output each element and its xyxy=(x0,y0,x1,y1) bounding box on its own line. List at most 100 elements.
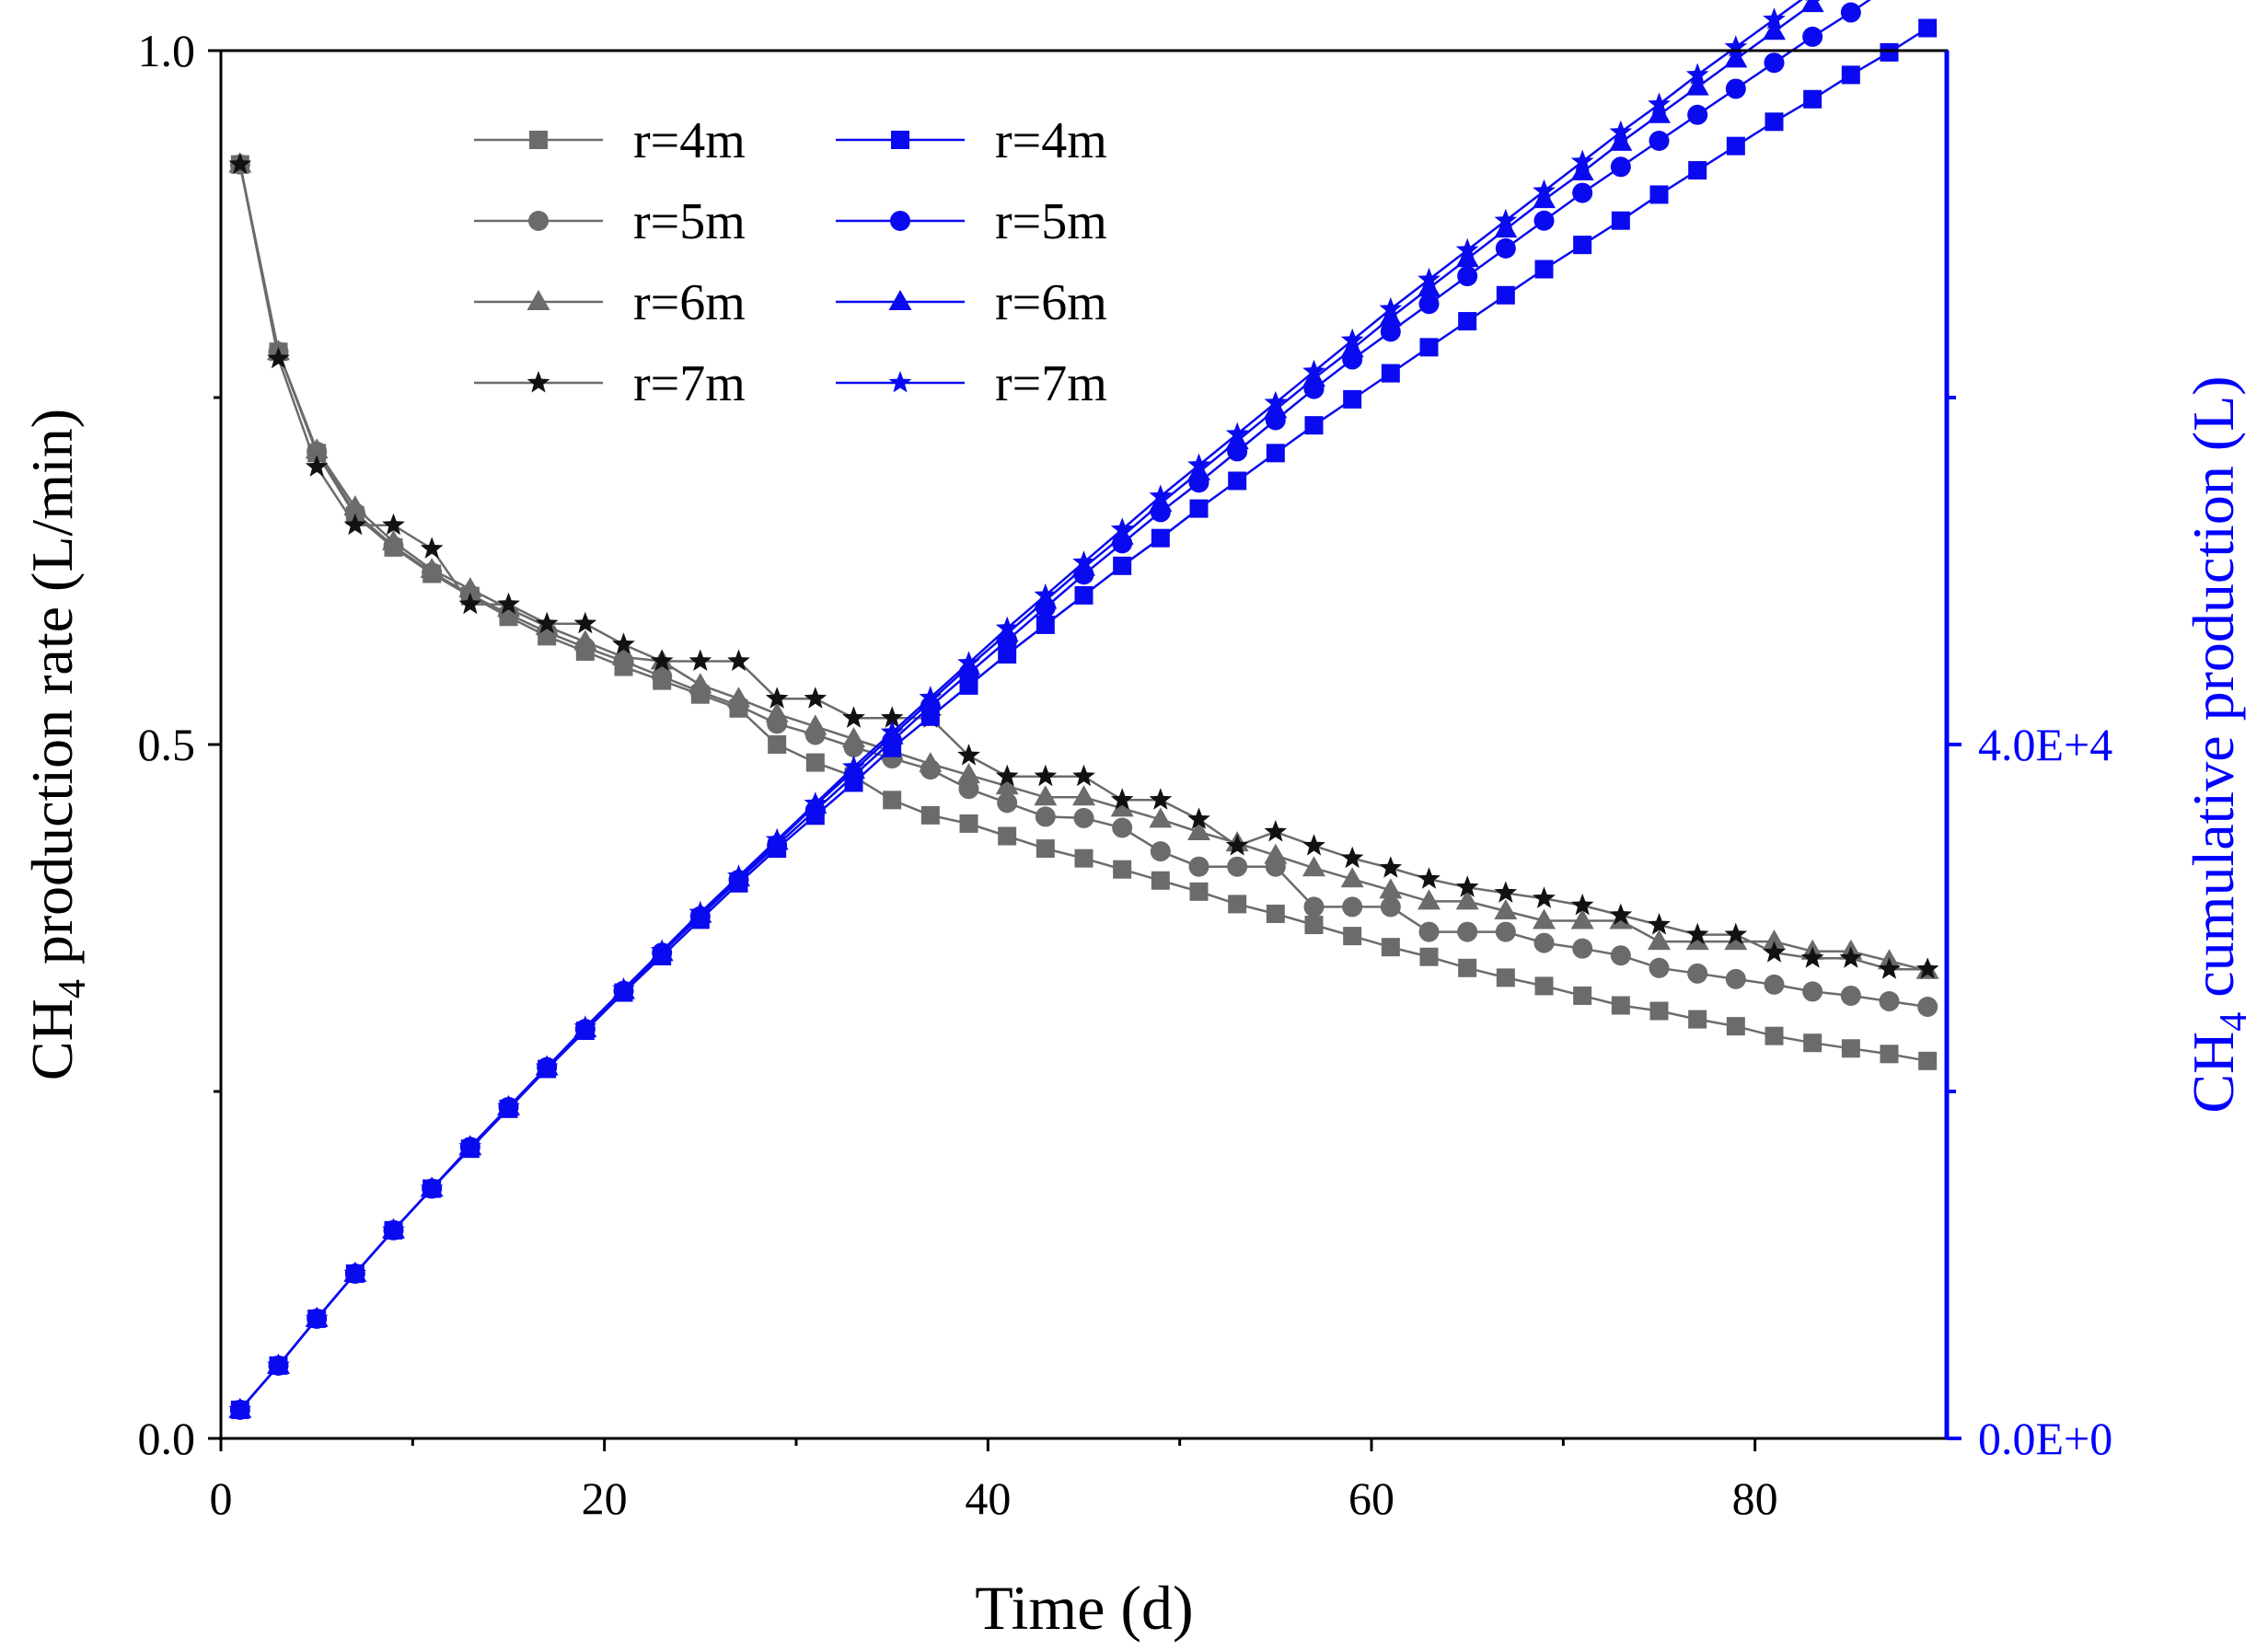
legend-label: r=7m xyxy=(633,355,746,412)
legend-marker xyxy=(888,290,912,310)
cumulative-point xyxy=(1649,131,1670,152)
rate-point xyxy=(1496,968,1515,987)
cumulative-point xyxy=(343,1261,367,1284)
rate-point xyxy=(1455,875,1479,897)
rate-point xyxy=(957,744,980,766)
rate-point xyxy=(1458,958,1477,977)
rate-point xyxy=(1839,946,1863,968)
rate-point xyxy=(420,557,444,578)
cumulative-point xyxy=(1228,471,1247,491)
rate-point xyxy=(1419,947,1439,966)
cumulative-point xyxy=(1419,338,1439,357)
rate-point xyxy=(1418,867,1441,889)
rate-point xyxy=(497,592,520,615)
rate-point xyxy=(652,666,673,687)
cumulative-point xyxy=(1533,179,1556,202)
cumulative-point xyxy=(1418,294,1440,315)
cumulative-point xyxy=(1763,19,1786,40)
rate-point xyxy=(957,763,980,784)
rate-point xyxy=(1609,903,1633,925)
cumulative-point xyxy=(1340,337,1364,358)
y-right-label-rest: cumulative production (L) xyxy=(2181,375,2246,1011)
rate-point xyxy=(1150,841,1171,862)
rate-point xyxy=(1418,889,1441,910)
cumulative-point xyxy=(1494,208,1518,231)
rate-point xyxy=(1726,1017,1745,1036)
rate-point xyxy=(1533,908,1556,929)
rate-point xyxy=(1725,968,1746,989)
rate-point xyxy=(1800,946,1824,968)
rate-point xyxy=(920,805,940,825)
rate-point xyxy=(1073,807,1094,828)
y-left-tick-label: 0.0 xyxy=(138,1413,196,1464)
y-right-tick-label: 4.0E+4 xyxy=(1978,719,2112,770)
cumulative-point xyxy=(1648,102,1671,123)
rate-point xyxy=(1228,895,1247,914)
rate-point xyxy=(382,513,405,536)
legend: r=4m r=5m r=6m r=7m r=4m r=5m r=6m r=7m xyxy=(474,112,1107,412)
rate-point xyxy=(228,152,252,175)
rate-point xyxy=(1494,881,1518,903)
cumulative-point xyxy=(1800,0,1824,13)
rate-point xyxy=(1149,807,1173,828)
legend-item-rate: r=7m xyxy=(474,355,746,412)
rate-point xyxy=(1112,817,1133,838)
cumulative-point xyxy=(957,651,980,673)
cumulative-point xyxy=(612,976,635,999)
rate-point xyxy=(1724,929,1748,951)
cumulative-point xyxy=(1225,429,1249,450)
cumulative-point xyxy=(1533,210,1555,231)
cumulative-point xyxy=(1304,416,1324,435)
rate-point xyxy=(1225,834,1249,856)
rate-point xyxy=(1879,990,1900,1011)
cumulative-point xyxy=(497,1095,520,1117)
rate-point xyxy=(1534,976,1554,996)
cumulative-point xyxy=(305,1306,329,1329)
cumulative-point xyxy=(1495,237,1516,259)
legend-label: r=6m xyxy=(633,274,746,331)
cumulative-point xyxy=(1302,366,1325,387)
rate-point xyxy=(1379,856,1403,878)
rate-point xyxy=(727,687,750,708)
rate-point xyxy=(1034,764,1058,787)
rate-point xyxy=(1455,889,1479,910)
rate-point xyxy=(1302,856,1325,877)
cumulative-point xyxy=(1455,237,1479,260)
rate-point xyxy=(267,346,290,369)
cumulative-point xyxy=(1763,7,1786,29)
rate-point xyxy=(1379,878,1403,899)
rate-point xyxy=(612,644,635,665)
rate-point xyxy=(1151,871,1170,890)
rate-point xyxy=(1149,788,1173,810)
cumulative-point xyxy=(1110,524,1134,545)
cumulative-point xyxy=(1802,26,1823,47)
rate-point xyxy=(305,455,329,477)
rate-point xyxy=(1035,806,1056,827)
y-left-label-main: CH xyxy=(19,999,85,1080)
rate-point xyxy=(1533,886,1556,908)
cumulative-point xyxy=(1187,460,1210,481)
cumulative-point xyxy=(1496,285,1515,305)
rate-point xyxy=(995,764,1019,787)
cumulative-point xyxy=(1725,78,1746,99)
cumulative-point xyxy=(1458,312,1477,331)
y-left-label-sub: 4 xyxy=(52,979,94,999)
rate-point xyxy=(1187,807,1210,829)
y-left-label-rest: production rate (L/min) xyxy=(19,409,85,979)
rate-point xyxy=(1189,882,1209,901)
legend-item-rate: r=5m xyxy=(474,193,746,250)
rate-point xyxy=(1573,986,1592,1005)
rate-point xyxy=(1302,834,1325,856)
rate-point xyxy=(1841,1039,1860,1058)
x-tick-label: 40 xyxy=(965,1472,1011,1524)
cumulative-point xyxy=(1880,42,1899,62)
rate-point xyxy=(1340,867,1364,888)
cumulative-point xyxy=(998,644,1017,664)
rate-point xyxy=(1611,996,1630,1015)
legend-marker xyxy=(891,131,909,149)
rate-point xyxy=(804,714,827,735)
rate-point xyxy=(959,814,978,833)
rate-point xyxy=(1074,849,1094,868)
rate-point xyxy=(1763,929,1786,951)
